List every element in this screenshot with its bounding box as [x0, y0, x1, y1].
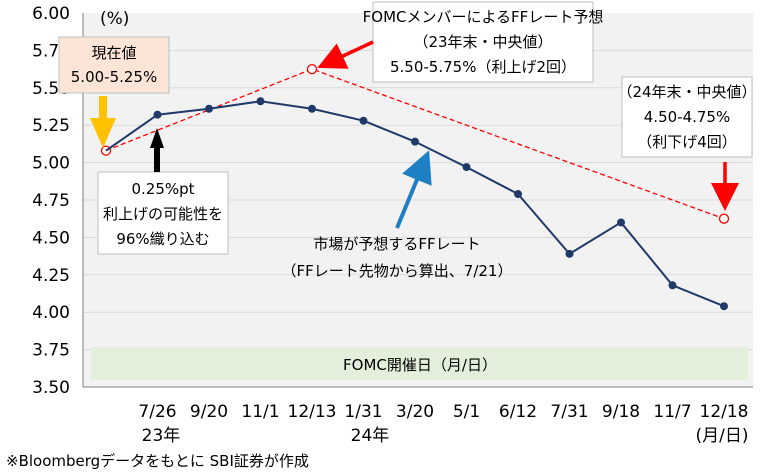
x-tick-label: 12/13 [288, 402, 337, 422]
market-point [668, 281, 677, 290]
x-tick-label: 9/18 [602, 402, 640, 422]
y-tick-label: 3.50 [32, 378, 70, 398]
market-annotation-arrow [395, 150, 432, 229]
market-point [308, 104, 316, 113]
market-point [153, 110, 162, 119]
y-tick-label: 5.00 [32, 154, 70, 174]
fomc-23-range: 5.50-5.75%（利上げ2回） [390, 58, 576, 76]
market-point [720, 302, 728, 311]
year-label-23: 23年 [142, 426, 181, 446]
y-tick-label: 3.75 [32, 341, 70, 361]
fomc-23-title: FOMCメンバーによるFFレート予想 [363, 8, 604, 26]
x-tick-label: 6/12 [499, 402, 537, 422]
y-tick-label: 4.50 [32, 228, 70, 248]
current-value-range: 5.00-5.25% [71, 68, 157, 86]
market-rate-points [153, 97, 728, 311]
x-tick-label: 7/26 [138, 402, 176, 422]
y-tick-label: 5.25 [32, 116, 70, 136]
fomc-24-cuts: （利下げ4回） [637, 133, 737, 151]
current-value-box [58, 36, 170, 94]
x-tick-label: 12/18 [700, 402, 749, 422]
x-tick-label: 11/1 [241, 402, 279, 422]
market-annotation-title: 市場が予想するFFレート [313, 235, 480, 253]
x-tick-label: 5/1 [453, 402, 480, 422]
x-tick-label: 7/31 [550, 402, 588, 422]
market-annotation-note: （FFレート先物から算出、7/21） [282, 262, 513, 280]
x-tick-label: 11/7 [653, 402, 691, 422]
market-point [205, 104, 213, 113]
x-unit-label: (月/日) [696, 426, 749, 446]
fomc-band-label: FOMC開催日（月/日） [343, 356, 497, 374]
y-tick-label: 4.75 [32, 191, 70, 211]
y-tick-label: 6.00 [32, 4, 70, 24]
x-tick-label: 9/20 [190, 402, 228, 422]
y-tick-label: 4.00 [32, 303, 70, 323]
x-tick-labels: 7/26 9/20 11/1 12/13 1/31 3/20 5/1 6/12 7/31 9/18… [138, 402, 748, 422]
fomc-projection-line [105, 68, 725, 220]
fomc-point [718, 213, 730, 224]
y-unit-label: (%) [100, 9, 129, 29]
fomc-date-band [91, 347, 748, 381]
hike-probability-line2: 利上げの可能性を [103, 205, 223, 223]
fomc-24-box [621, 76, 753, 158]
market-point [256, 97, 265, 106]
market-point [462, 163, 471, 172]
market-point [359, 116, 368, 125]
market-point [514, 190, 522, 199]
current-value-title: 現在値 [91, 44, 136, 62]
fomc-projection-points [100, 63, 730, 224]
hike-probability-line3: 96%織り込む [116, 230, 209, 248]
fomc-23-arrow [317, 40, 374, 69]
x-tick-label: 1/31 [344, 402, 382, 422]
y-tick-label: 4.25 [32, 266, 70, 286]
hike-probability-box [97, 171, 229, 255]
hike-arrow [150, 128, 164, 172]
market-point [411, 137, 419, 146]
market-point [565, 249, 574, 258]
fomc-23-box [372, 1, 594, 83]
market-point [617, 218, 625, 227]
current-value-arrow [90, 96, 116, 148]
source-note: ※Bloombergデータをもとに SBI証券が作成 [6, 452, 309, 470]
x-tick-label: 3/20 [396, 402, 434, 422]
hike-probability-line1: 0.25%pt [131, 180, 194, 198]
year-label-24: 24年 [351, 426, 390, 446]
y-tick-labels: 6.005.755.505.255.004.754.504.254.003.75… [32, 4, 70, 398]
fomc-24-range: 4.50-4.75% [644, 108, 730, 126]
fomc-point [306, 63, 318, 75]
fomc-23-subtitle: （23年末・中央値） [413, 33, 552, 51]
fomc-24-subtitle: （24年末・中央値） [617, 83, 756, 101]
